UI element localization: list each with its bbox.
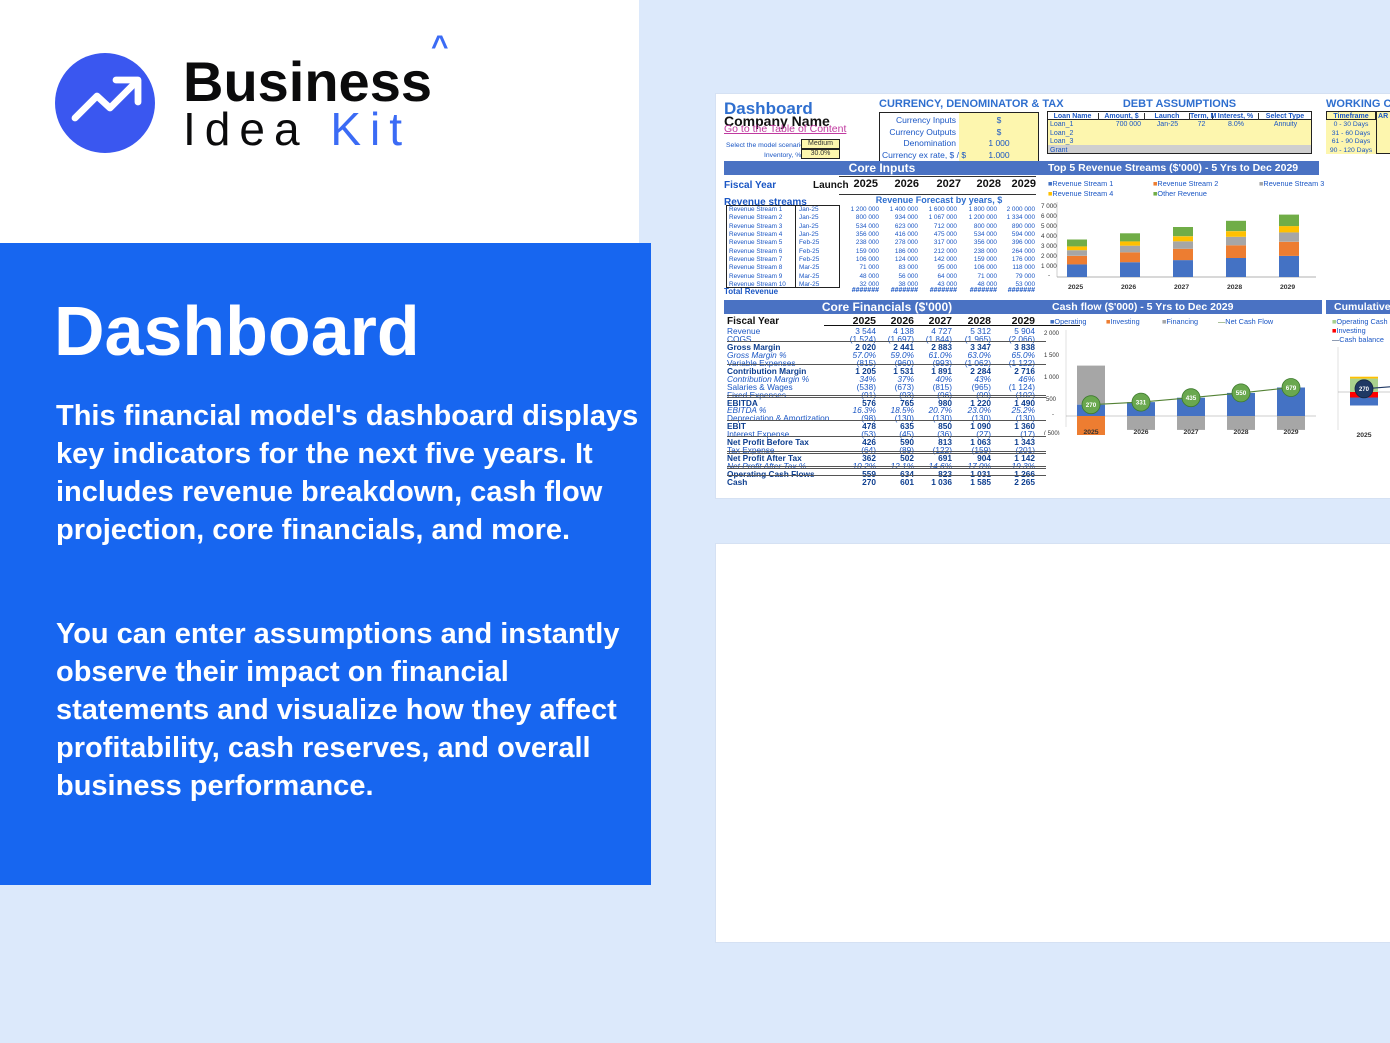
svg-text:-: -	[1048, 272, 1050, 279]
svg-text:7 000: 7 000	[1041, 203, 1057, 210]
svg-text:4 000: 4 000	[1041, 233, 1057, 240]
svg-text:2025: 2025	[1356, 432, 1371, 438]
svg-text:500: 500	[1046, 397, 1057, 403]
svg-text:2029: 2029	[1280, 284, 1295, 291]
svg-text:2 000: 2 000	[1041, 253, 1057, 260]
svg-text:270: 270	[1359, 387, 1370, 393]
svg-text:5 000: 5 000	[1041, 223, 1057, 230]
svg-text:2027: 2027	[1183, 429, 1198, 435]
svg-text:2026: 2026	[1121, 284, 1136, 291]
svg-text:2029: 2029	[1283, 429, 1298, 435]
svg-text:2028: 2028	[1227, 284, 1242, 291]
svg-text:2026: 2026	[1133, 429, 1148, 435]
svg-text:679: 679	[1286, 385, 1297, 392]
svg-text:( 500): ( 500)	[1044, 431, 1060, 435]
svg-text:2025: 2025	[1083, 429, 1098, 435]
svg-text:435: 435	[1186, 395, 1197, 402]
svg-text:550: 550	[1236, 390, 1247, 397]
svg-text:-: -	[1052, 412, 1054, 418]
svg-text:270: 270	[1086, 402, 1097, 409]
svg-text:6 000: 6 000	[1041, 213, 1057, 220]
svg-text:3 000: 3 000	[1041, 243, 1057, 250]
svg-text:1 500: 1 500	[1044, 353, 1060, 359]
svg-text:1 000: 1 000	[1041, 263, 1057, 270]
svg-text:2027: 2027	[1174, 284, 1189, 291]
svg-text:331: 331	[1136, 399, 1147, 406]
svg-text:1 000: 1 000	[1044, 375, 1060, 381]
svg-text:2028: 2028	[1233, 429, 1248, 435]
svg-text:2025: 2025	[1068, 284, 1083, 291]
svg-text:2 000: 2 000	[1044, 331, 1060, 337]
